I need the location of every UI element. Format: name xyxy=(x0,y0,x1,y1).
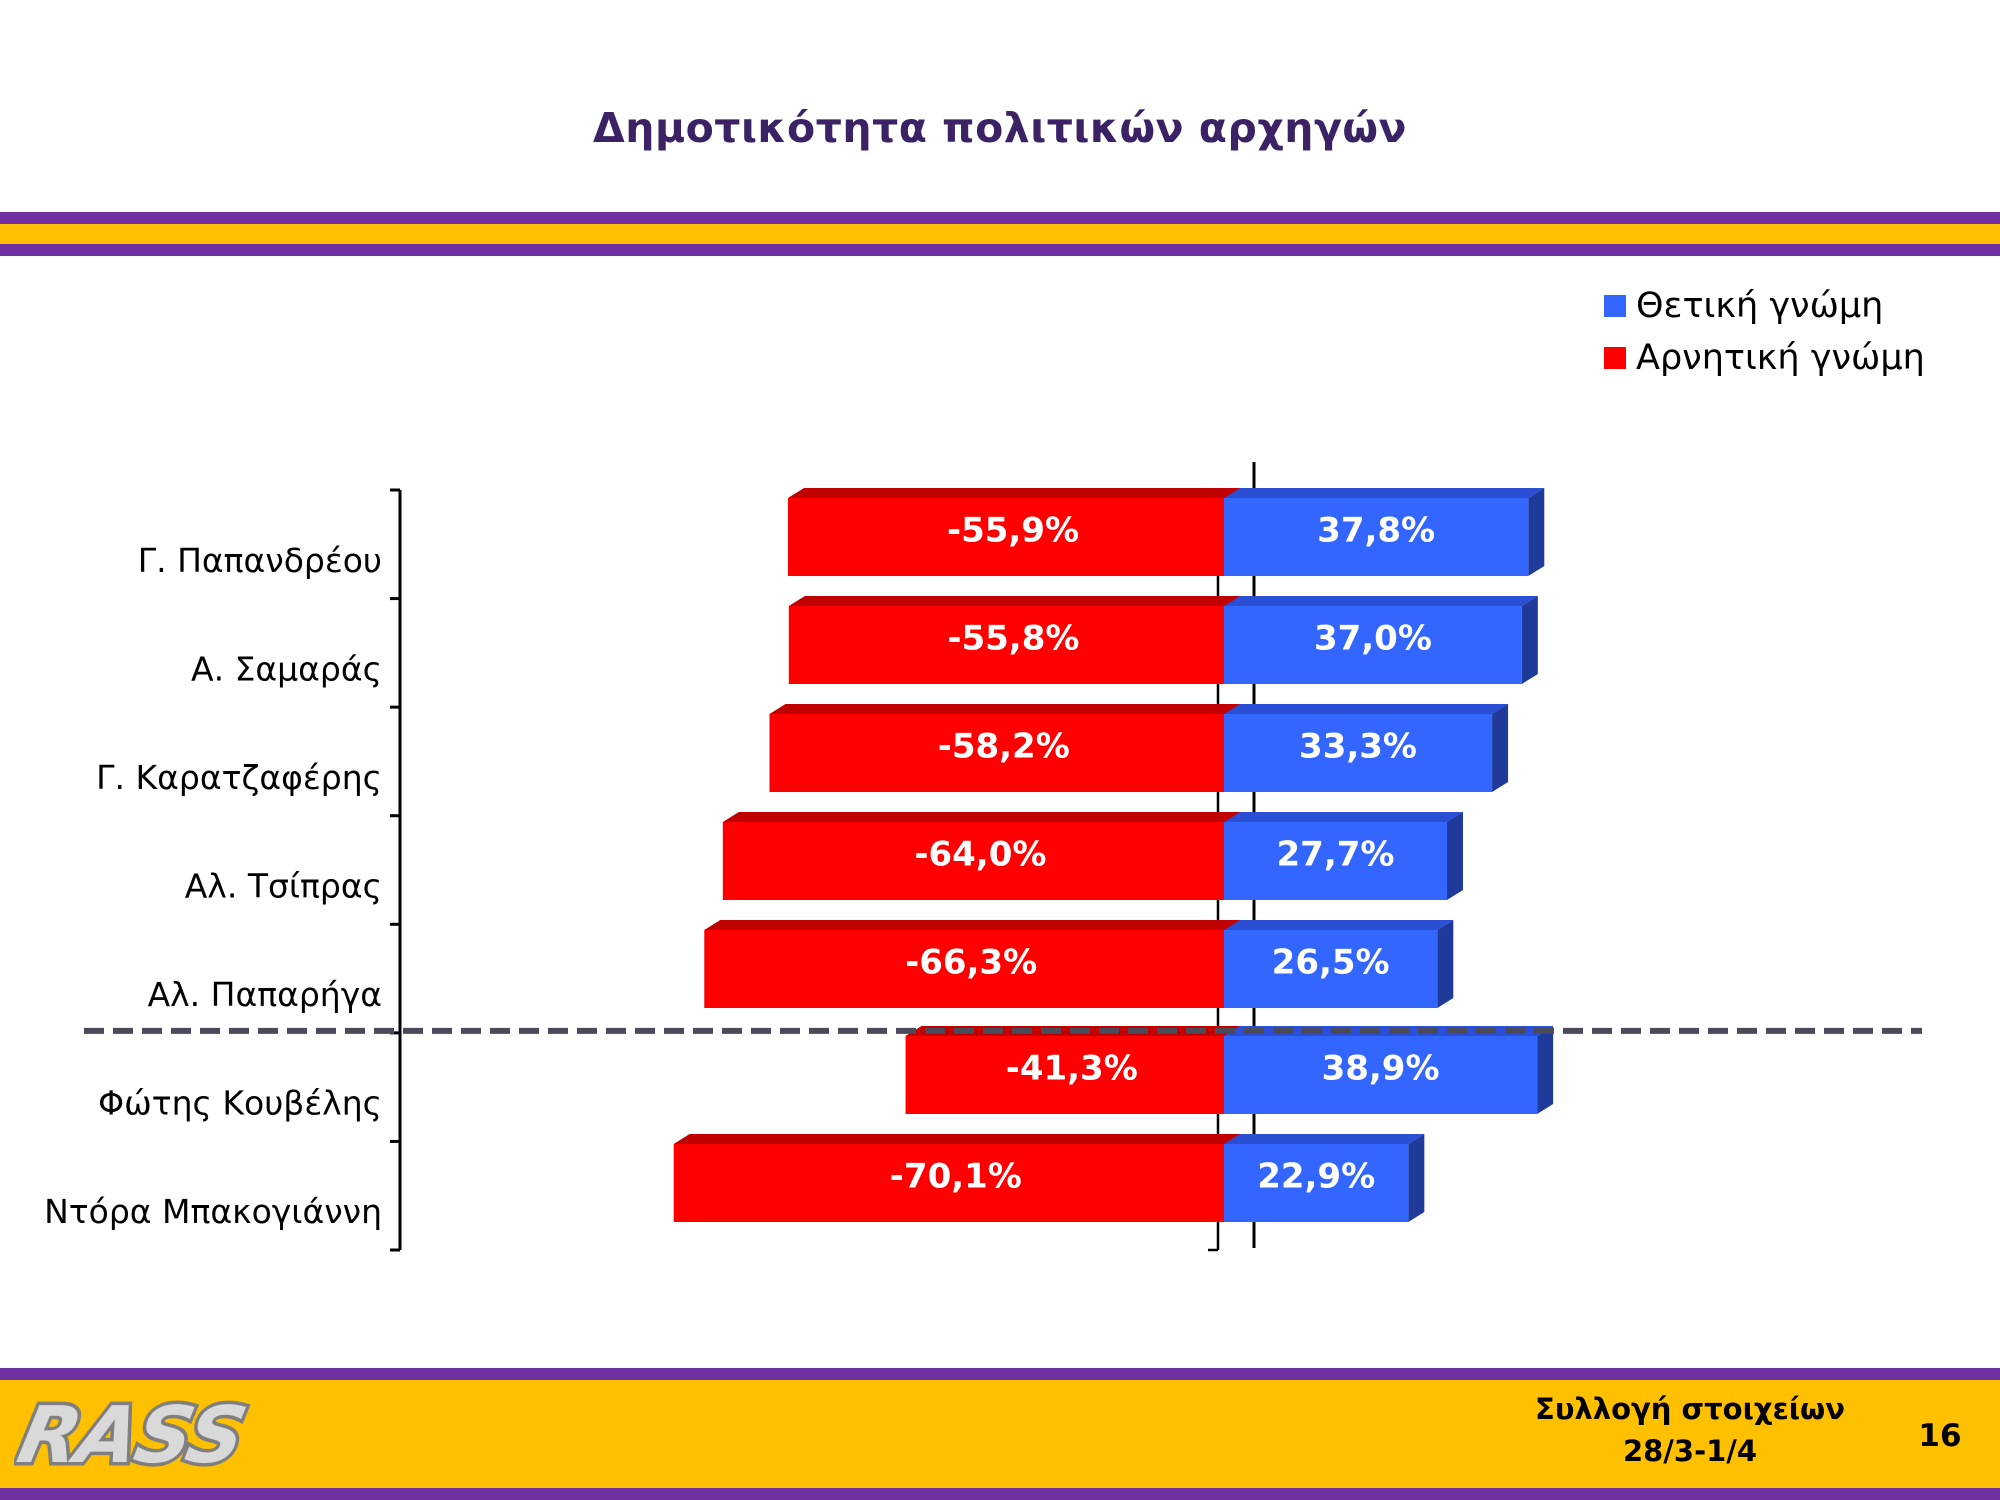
bar-negative-top xyxy=(722,812,1254,822)
svg-text:RASS: RASS xyxy=(14,1390,252,1480)
data-label-negative: -55,9% xyxy=(947,511,1079,551)
data-label-positive: 27,7% xyxy=(1277,835,1395,875)
data-label-positive: 26,5% xyxy=(1272,943,1390,983)
footer-collection-title: Συλλογή στοιχείων xyxy=(1535,1392,1845,1426)
chart-legend: Θετική γνώμη Αρνητική γνώμη xyxy=(1604,280,1925,384)
bar-positive xyxy=(1224,606,1522,684)
bar-positive-top xyxy=(1224,488,1545,498)
bar-positive xyxy=(1224,1036,1538,1114)
bar-positive-side xyxy=(1537,1026,1554,1114)
data-label-positive: 37,8% xyxy=(1317,511,1435,551)
bar-positive-side xyxy=(1437,920,1454,1008)
bar-positive-top xyxy=(1224,596,1538,606)
data-label-negative: -70,1% xyxy=(890,1157,1022,1197)
bar-negative xyxy=(905,1036,1238,1114)
data-label-negative: -58,2% xyxy=(938,727,1070,767)
category-label: Ντόρα Μπακογιάννη xyxy=(44,1192,382,1231)
legend-swatch-negative xyxy=(1604,347,1626,369)
bar-positive-side xyxy=(1521,596,1538,684)
bar-positive-side xyxy=(1408,1134,1425,1222)
bar-negative xyxy=(704,930,1238,1008)
footer-purple-band-top xyxy=(0,1368,2000,1380)
bar-negative-top xyxy=(673,1134,1254,1144)
bar-negative-top xyxy=(788,488,1254,498)
bar-positive xyxy=(1224,930,1438,1008)
data-label-positive: 38,9% xyxy=(1322,1049,1440,1089)
bar-negative xyxy=(788,606,1238,684)
bar-positive-top xyxy=(1224,920,1454,930)
bar-positive-top xyxy=(1224,812,1463,822)
bar-positive-side xyxy=(1446,812,1463,900)
header-purple-band-bottom xyxy=(0,244,2000,256)
bar-positive-side xyxy=(1492,704,1509,792)
legend-label-negative: Αρνητική γνώμη xyxy=(1636,338,1925,378)
page-title: Δημοτικότητα πολιτικών αρχηγών xyxy=(593,104,1407,152)
bar-positive xyxy=(1224,822,1447,900)
page-number: 16 xyxy=(1918,1418,1962,1454)
bar-positive-top xyxy=(1224,1134,1425,1144)
footer-collection-dates: 28/3-1/4 xyxy=(1622,1434,1758,1468)
footer-purple-band-bottom xyxy=(0,1488,2000,1500)
data-label-positive: 37,0% xyxy=(1314,619,1432,659)
category-label: Γ. Παπανδρέου xyxy=(138,541,382,580)
bar-positive-side xyxy=(1528,488,1545,576)
category-label: Αλ. Παπαρήγα xyxy=(148,975,382,1014)
bar-negative xyxy=(769,714,1238,792)
bar-positive xyxy=(1224,1144,1409,1222)
bar-negative xyxy=(788,498,1238,576)
bar-negative-top xyxy=(704,920,1254,930)
bar-positive xyxy=(1224,498,1529,576)
data-label-negative: -41,3% xyxy=(1006,1049,1138,1089)
bar-negative xyxy=(722,822,1238,900)
category-label: Φώτης Κουβέλης xyxy=(98,1084,382,1123)
header-gold-band xyxy=(0,224,2000,244)
category-label: Γ. Καρατζαφέρης xyxy=(96,758,382,797)
data-label-negative: -66,3% xyxy=(905,943,1037,983)
category-label: Αλ. Τσίπρας xyxy=(185,867,382,906)
legend-label-positive: Θετική γνώμη xyxy=(1636,286,1884,326)
bar-negative-top xyxy=(788,596,1254,606)
rass-logo: RASS RASS xyxy=(14,1390,256,1480)
bar-negative-top xyxy=(769,704,1254,714)
data-label-positive: 33,3% xyxy=(1299,727,1417,767)
header-purple-band-top xyxy=(0,212,2000,224)
bar-negative xyxy=(673,1144,1238,1222)
legend-swatch-positive xyxy=(1604,295,1626,317)
data-label-positive: 22,9% xyxy=(1257,1157,1375,1197)
footer-gold-band xyxy=(0,1380,2000,1488)
bar-positive-top xyxy=(1224,704,1509,714)
data-label-negative: -55,8% xyxy=(947,619,1079,659)
legend-item-positive: Θετική γνώμη xyxy=(1604,280,1925,332)
data-label-negative: -64,0% xyxy=(914,835,1046,875)
category-label: Α. Σαμαράς xyxy=(191,649,382,688)
legend-item-negative: Αρνητική γνώμη xyxy=(1604,332,1925,384)
svg-text:RASS: RASS xyxy=(14,1390,252,1480)
bar-positive xyxy=(1224,714,1493,792)
